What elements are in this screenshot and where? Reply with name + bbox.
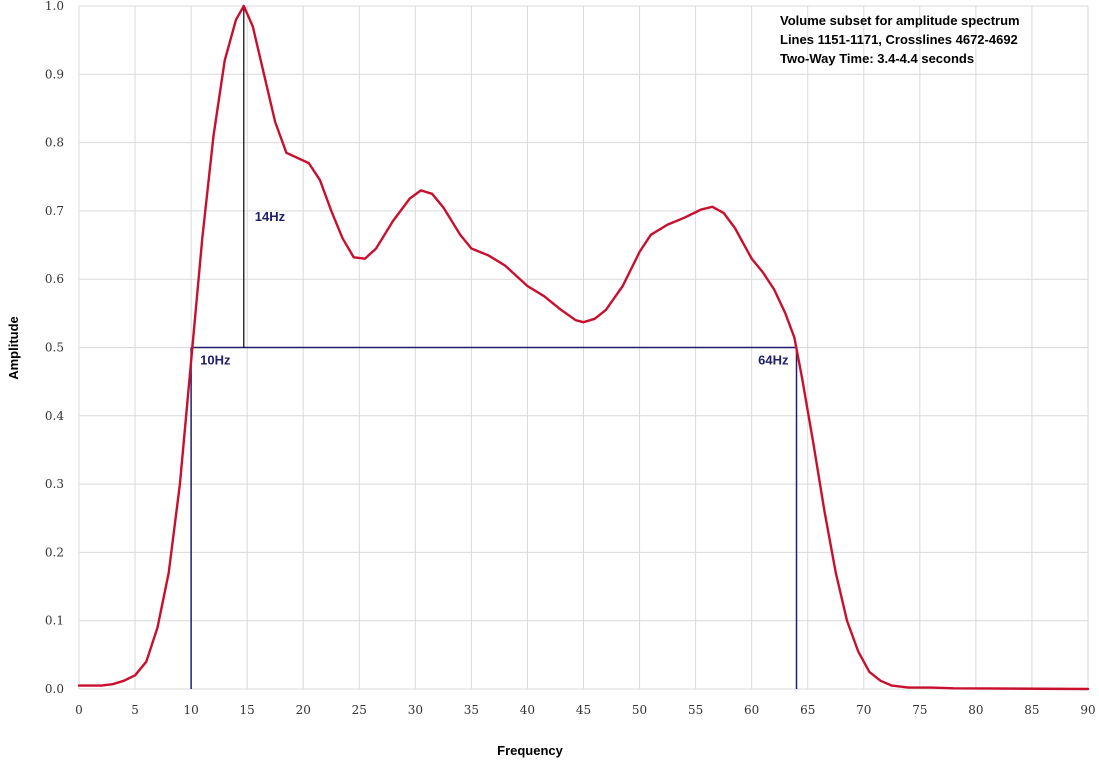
x-tick-label: 55 [688, 703, 703, 717]
spectrum-line [77, 4, 1090, 691]
x-tick-label: 10 [183, 703, 198, 717]
x-tick-label: 70 [856, 703, 871, 717]
x-tick-label: 40 [520, 703, 535, 717]
tick-labels: 0 5 10 15 20 25 30 35 40 45 50 55 60 65 70 75 80 85 90 0.0 0… [45, 0, 1096, 717]
bandwidth-annotation-lines [190, 6, 798, 689]
series-layer [77, 4, 1090, 691]
y-tick-label: 0.0 [45, 682, 64, 696]
x-tick-label: 85 [1024, 703, 1039, 717]
x-tick-label: 5 [131, 703, 139, 717]
y-tick-label: 0.7 [45, 204, 64, 218]
y-tick-label: 0.3 [45, 477, 64, 491]
x-tick-label: 35 [464, 703, 479, 717]
y-tick-label: 0.2 [45, 545, 64, 559]
x-tick-label: 25 [352, 703, 367, 717]
high-frequency-label: 64Hz [758, 353, 789, 368]
note-line: Lines 1151-1171, Crosslines 4672-4692 [780, 32, 1018, 47]
y-tick-label: 0.6 [45, 272, 64, 286]
note-line: Volume subset for amplitude spectrum [780, 13, 1020, 28]
y-tick-label: 0.9 [45, 67, 64, 81]
peak-frequency-label: 14Hz [255, 209, 286, 224]
y-tick-label: 0.8 [45, 136, 64, 150]
y-tick-label: 0.5 [45, 341, 64, 355]
x-tick-label: 90 [1080, 703, 1095, 717]
y-tick-label: 0.4 [45, 409, 64, 423]
x-tick-label: 30 [408, 703, 423, 717]
x-tick-label: 0 [75, 703, 83, 717]
x-tick-label: 15 [240, 703, 255, 717]
x-tick-label: 65 [800, 703, 815, 717]
x-axis-title: Frequency [497, 743, 564, 758]
y-axis-title: Amplitude [6, 316, 21, 380]
x-tick-label: 75 [912, 703, 927, 717]
annotation-labels: 10Hz 64Hz 14Hz [200, 209, 789, 367]
x-tick-label: 80 [968, 703, 983, 717]
x-tick-label: 60 [744, 703, 759, 717]
low-frequency-label: 10Hz [200, 353, 231, 368]
y-tick-label: 0.1 [45, 614, 64, 628]
chart-notes: Volume subset for amplitude spectrum Lin… [780, 13, 1020, 66]
x-tick-label: 45 [576, 703, 591, 717]
y-tick-label: 1.0 [45, 0, 64, 13]
x-tick-label: 50 [632, 703, 647, 717]
note-line: Two-Way Time: 3.4-4.4 seconds [780, 51, 974, 66]
x-tick-label: 20 [296, 703, 311, 717]
